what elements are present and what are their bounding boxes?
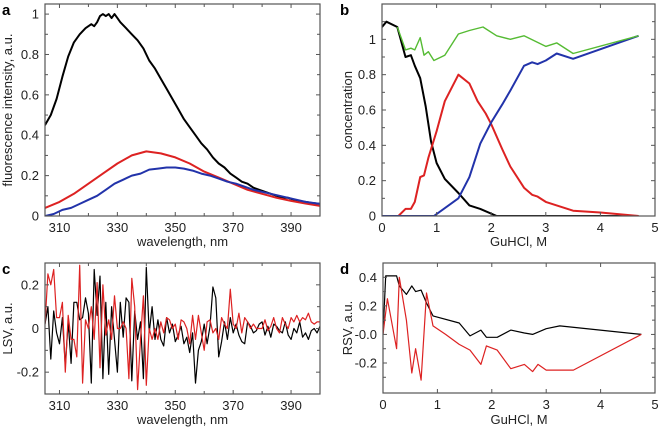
panel-c: 310 330 350 370 390 -0.2 0 0.2 wavelength, nm LSV… bbox=[0, 261, 321, 427]
y-tick-label: -0.2 bbox=[355, 356, 377, 371]
panel-letter: a bbox=[2, 2, 11, 19]
y-tick-label: 0.2 bbox=[358, 173, 376, 188]
x-axis-label: wavelength, nm bbox=[136, 234, 228, 249]
x-tick-label: 390 bbox=[280, 398, 302, 413]
x-tick-label: 2 bbox=[488, 220, 495, 235]
x-tick-label: 310 bbox=[49, 220, 71, 235]
y-axis-label: LSV, a.u. bbox=[0, 302, 15, 354]
x-tick-label: 330 bbox=[107, 220, 129, 235]
plot-area bbox=[383, 275, 642, 381]
y-tick-label: 0.4 bbox=[359, 270, 377, 285]
panel-a: 310 330 350 370 390 0 0.2 0.4 0.6 0.8 1 wavelength,… bbox=[0, 2, 321, 249]
y-tick-label: 0.4 bbox=[21, 128, 39, 143]
y-axis-label: fluorescence intensity, a.u. bbox=[0, 34, 15, 187]
series-line-lsv-2 bbox=[45, 264, 320, 391]
series-line-component bbox=[45, 166, 320, 216]
series-line-lsv-1 bbox=[45, 266, 320, 384]
series-line-rsv-1 bbox=[383, 275, 642, 338]
series-line-measured bbox=[45, 13, 320, 205]
x-tick-label: 390 bbox=[280, 220, 302, 235]
x-tick-label: 1 bbox=[433, 220, 440, 235]
plot-area bbox=[45, 264, 320, 391]
y-tick-label: 1 bbox=[32, 7, 39, 22]
x-axis-label: GuHCl, M bbox=[490, 412, 547, 427]
x-tick-label: 370 bbox=[222, 220, 244, 235]
series-line-fit bbox=[45, 150, 320, 209]
x-tick-label: 310 bbox=[49, 398, 71, 413]
series-line-sum bbox=[396, 26, 639, 62]
x-tick-label: 350 bbox=[164, 398, 186, 413]
panel-letter: b bbox=[340, 2, 349, 19]
plot-area bbox=[45, 13, 320, 216]
x-tick-label: 5 bbox=[651, 220, 658, 235]
series-line-unfolded bbox=[382, 34, 639, 216]
panel-d: 0 1 2 3 4 5 -0.2 -0.0 0.2 0.4 GuHCl, M RSV, a.u. d bbox=[340, 261, 659, 427]
x-tick-label: 370 bbox=[222, 398, 244, 413]
x-tick-label: 350 bbox=[164, 220, 186, 235]
y-tick-label: 0 bbox=[32, 321, 39, 336]
x-tick-label: 3 bbox=[543, 397, 550, 412]
axes-frame bbox=[381, 3, 656, 217]
plot-area bbox=[382, 20, 639, 216]
y-tick-label: 0 bbox=[369, 209, 376, 224]
x-axis-label: wavelength, nm bbox=[136, 412, 228, 427]
x-tick-label: 5 bbox=[651, 397, 658, 412]
x-tick-label: 3 bbox=[542, 220, 549, 235]
series-line-intermediate bbox=[382, 73, 639, 216]
series-line-native bbox=[382, 20, 639, 216]
y-tick-label: 1 bbox=[369, 32, 376, 47]
series-line-rsv-2 bbox=[383, 276, 642, 381]
y-tick-label: 0.8 bbox=[358, 67, 376, 82]
panel-letter: c bbox=[2, 261, 10, 278]
x-tick-label: 0 bbox=[379, 397, 386, 412]
y-tick-label: 0.2 bbox=[359, 298, 377, 313]
y-axis-label: concentration bbox=[340, 71, 355, 149]
x-tick-label: 2 bbox=[488, 397, 495, 412]
y-tick-label: -0.0 bbox=[355, 327, 377, 342]
axes-frame bbox=[44, 3, 321, 217]
y-tick-label: 0.2 bbox=[21, 277, 39, 292]
y-tick-label: 0.6 bbox=[358, 103, 376, 118]
y-tick-label: -0.2 bbox=[17, 365, 39, 380]
x-axis-label: GuHCl, M bbox=[490, 234, 547, 249]
y-tick-label: 0.2 bbox=[21, 168, 39, 183]
x-tick-label: 1 bbox=[434, 397, 441, 412]
y-tick-label: 0 bbox=[32, 209, 39, 224]
panel-letter: d bbox=[340, 261, 349, 278]
x-tick-label: 4 bbox=[597, 220, 604, 235]
y-axis-label: RSV, a.u. bbox=[340, 301, 355, 355]
x-tick-label: 0 bbox=[378, 220, 385, 235]
y-tick-label: 0.4 bbox=[358, 138, 376, 153]
x-tick-label: 330 bbox=[107, 398, 129, 413]
y-tick-label: 0.8 bbox=[21, 47, 39, 62]
axes-frame bbox=[382, 262, 656, 394]
y-tick-label: 0.6 bbox=[21, 87, 39, 102]
panel-b: 0 1 2 3 4 5 0 0.2 0.4 0.6 0.8 1 GuHCl, M concentratio… bbox=[340, 2, 659, 249]
x-tick-label: 4 bbox=[597, 397, 604, 412]
